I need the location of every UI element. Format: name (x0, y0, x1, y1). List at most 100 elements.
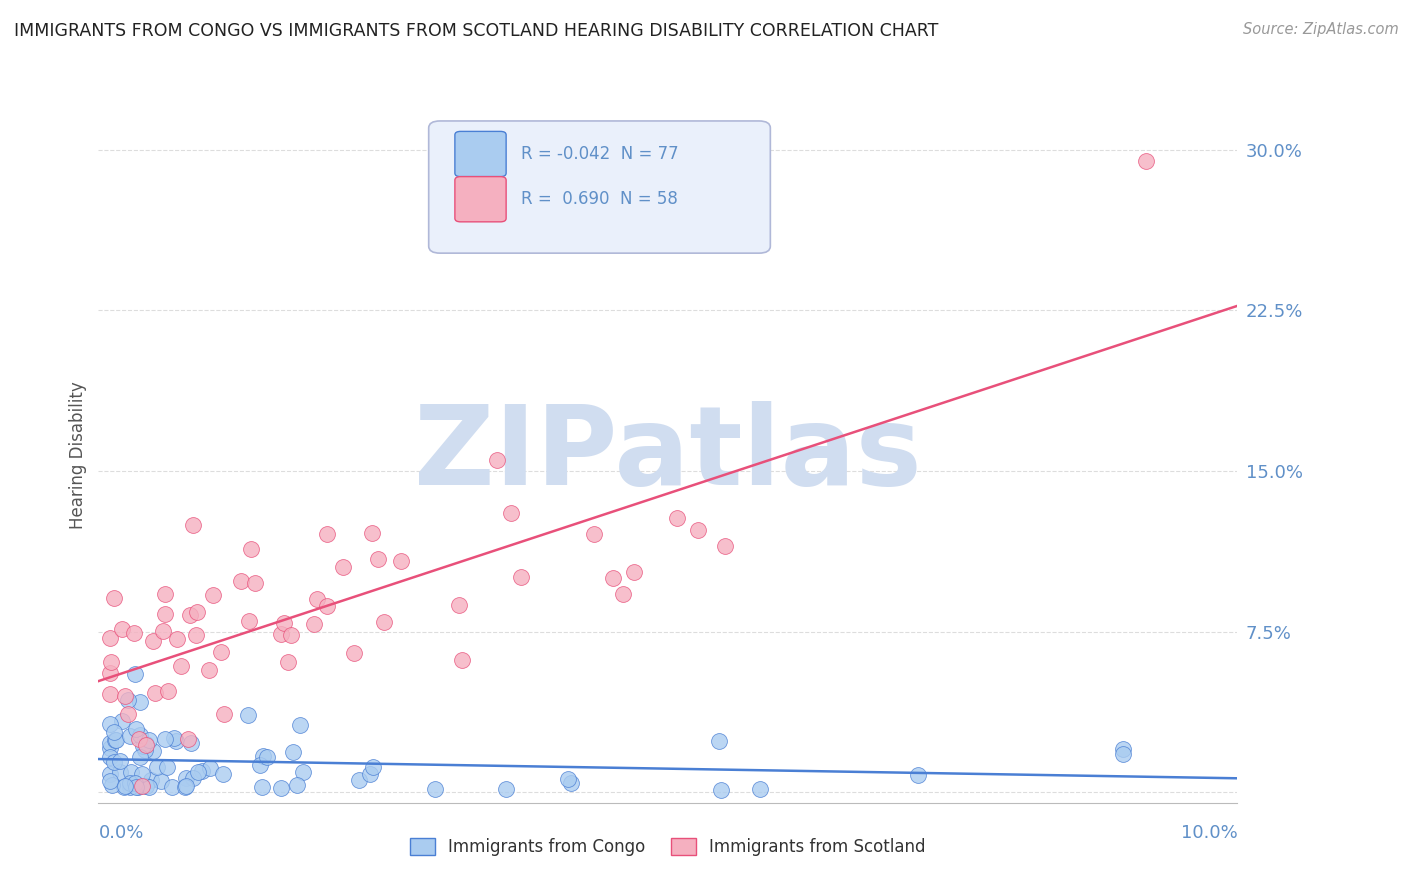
Point (128, 695, 150, 709)
Point (509, 570, 531, 584)
Point (131, 766, 153, 780)
Point (98, 665, 121, 680)
Point (135, 737, 157, 751)
Point (141, 773, 163, 788)
Point (152, 624, 174, 638)
Point (142, 744, 165, 758)
Point (118, 780, 141, 795)
Point (145, 759, 167, 773)
Point (280, 628, 302, 642)
Point (198, 761, 221, 775)
Point (108, 765, 131, 780)
Point (98, 736, 121, 750)
Point (129, 750, 152, 764)
Point (125, 780, 148, 795)
Point (307, 592, 329, 607)
Point (128, 728, 150, 742)
Point (98, 774, 121, 789)
Point (134, 743, 156, 757)
Point (170, 659, 193, 673)
Point (138, 780, 160, 795)
Point (155, 731, 177, 746)
Point (252, 749, 274, 764)
Point (165, 733, 187, 747)
Point (181, 517, 204, 532)
Point (623, 565, 645, 579)
Point (186, 605, 208, 619)
Y-axis label: Hearing Disability: Hearing Disability (69, 381, 87, 529)
Point (110, 622, 132, 636)
Text: R = -0.042  N = 77: R = -0.042 N = 77 (522, 145, 679, 162)
Point (104, 732, 127, 747)
Point (347, 772, 370, 787)
Point (907, 768, 929, 782)
Point (557, 772, 579, 787)
Point (209, 645, 232, 659)
Point (710, 783, 733, 797)
Point (1112, 742, 1135, 756)
Point (103, 755, 125, 769)
Point (98, 717, 121, 731)
Point (118, 776, 141, 790)
Point (560, 776, 582, 790)
Point (156, 684, 179, 698)
Point (748, 781, 770, 796)
Point (359, 767, 381, 781)
Point (273, 615, 295, 630)
Point (316, 599, 339, 613)
Point (231, 574, 253, 589)
Point (142, 634, 165, 648)
Point (101, 779, 124, 793)
Point (302, 617, 325, 632)
Point (128, 732, 150, 747)
Point (187, 764, 209, 779)
Point (212, 707, 235, 722)
Point (1112, 747, 1135, 761)
Point (238, 614, 260, 628)
Point (191, 764, 214, 778)
Point (239, 542, 262, 557)
Point (98, 740, 121, 755)
Point (495, 782, 517, 797)
Point (174, 772, 197, 786)
Point (114, 779, 136, 793)
Legend: Immigrants from Congo, Immigrants from Scotland: Immigrants from Congo, Immigrants from S… (402, 830, 934, 864)
Point (249, 757, 271, 772)
Point (602, 571, 624, 585)
Point (451, 653, 474, 667)
Point (290, 718, 312, 732)
Point (666, 511, 689, 525)
Point (98, 687, 121, 701)
Point (184, 628, 207, 642)
Point (111, 714, 134, 729)
Point (138, 733, 160, 747)
Point (686, 523, 709, 537)
Point (98, 750, 121, 764)
Point (486, 453, 509, 467)
FancyBboxPatch shape (456, 177, 506, 222)
Point (114, 689, 136, 703)
Point (179, 608, 201, 623)
Point (389, 554, 412, 568)
Point (245, 576, 267, 591)
Point (120, 764, 142, 779)
Point (373, 615, 395, 629)
Point (163, 731, 186, 745)
Text: R =  0.690  N = 58: R = 0.690 N = 58 (522, 190, 678, 208)
Point (135, 779, 157, 793)
Point (103, 724, 125, 739)
Point (174, 780, 197, 795)
Point (176, 779, 198, 793)
Point (211, 767, 233, 781)
FancyBboxPatch shape (456, 131, 506, 177)
Point (180, 736, 202, 750)
Point (177, 731, 200, 746)
Point (131, 779, 153, 793)
Point (612, 587, 634, 601)
Point (112, 780, 135, 795)
Point (582, 526, 605, 541)
Point (150, 774, 173, 789)
Point (100, 655, 122, 669)
Point (166, 632, 188, 646)
Point (201, 588, 224, 602)
